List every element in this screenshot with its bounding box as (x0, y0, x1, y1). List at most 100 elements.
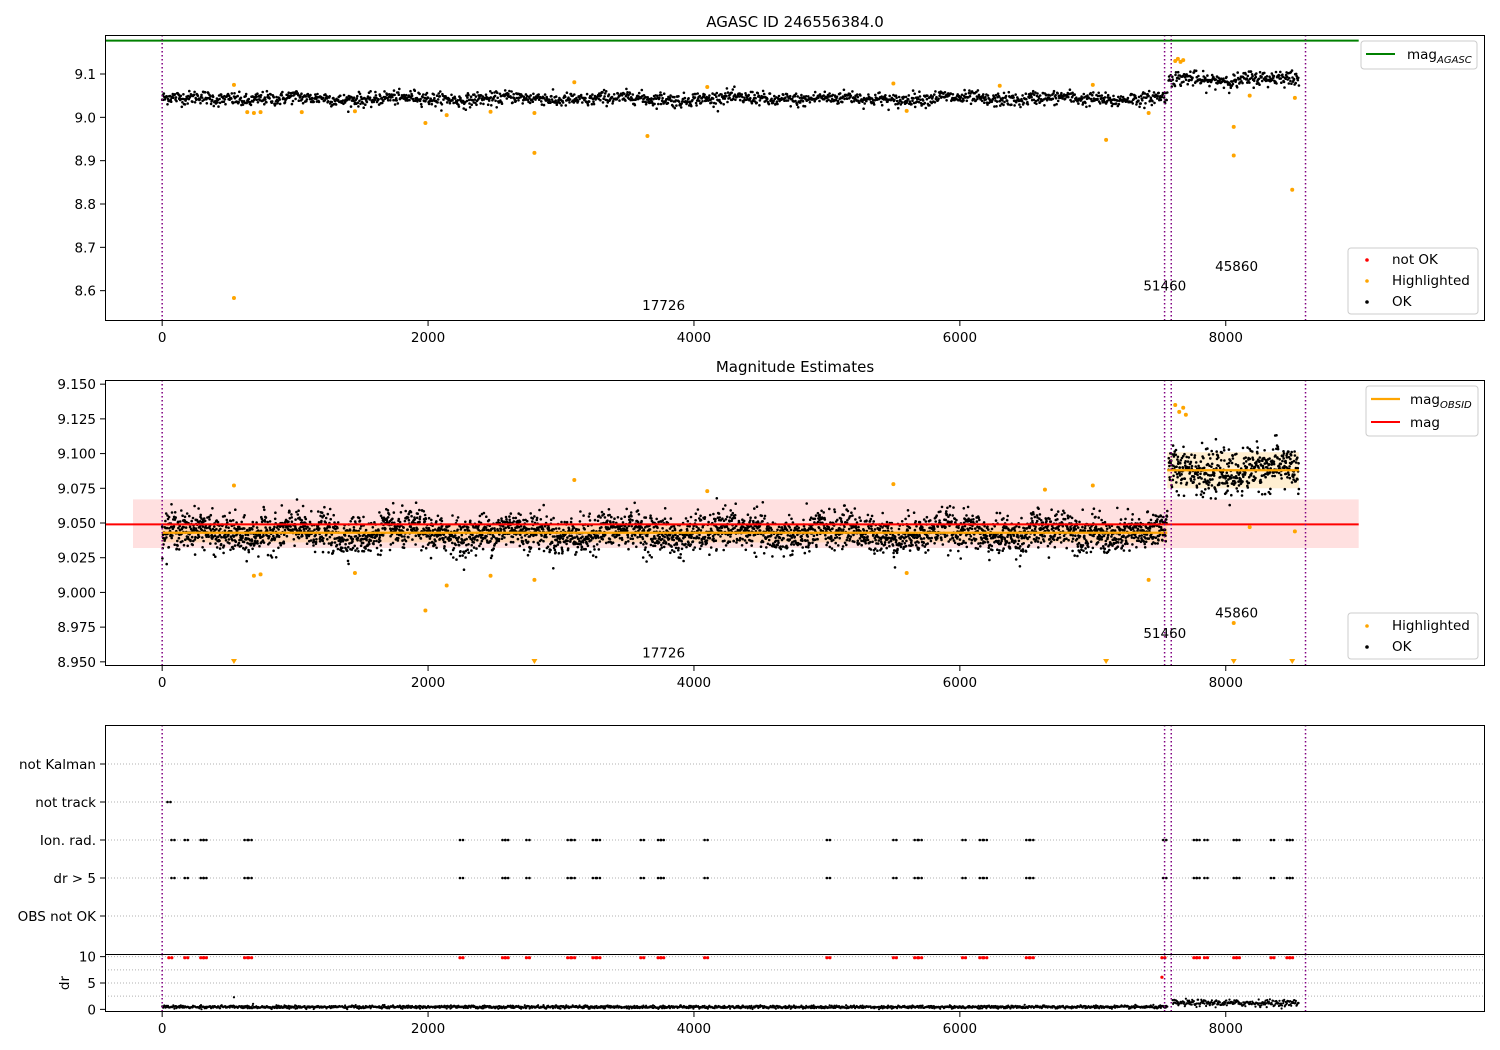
ok-point (855, 93, 859, 96)
ok-point (328, 95, 332, 98)
ok-point (479, 102, 483, 105)
ok-point (191, 100, 194, 104)
ok-point (462, 541, 466, 544)
ok-point (822, 511, 825, 514)
ok-point (697, 536, 701, 540)
ok-point (518, 544, 522, 548)
ok-point (263, 508, 266, 512)
ok-point (306, 525, 309, 529)
ok-point (233, 92, 236, 95)
ok-point (1147, 94, 1150, 98)
ok-point (209, 95, 212, 98)
ok-point (962, 99, 965, 102)
ok-point (897, 101, 900, 105)
ok-point (621, 521, 625, 524)
ok-point (1024, 92, 1028, 95)
ok-point (381, 534, 385, 537)
ok-point (254, 95, 258, 98)
ok-point (373, 96, 376, 99)
ok-point (433, 528, 437, 531)
ok-point (1283, 86, 1286, 89)
ok-point (323, 505, 326, 509)
ok-point (736, 538, 739, 542)
ok-point (1280, 81, 1283, 84)
ok-point (584, 97, 587, 100)
ok-point (266, 520, 270, 524)
ok-point (341, 546, 344, 550)
ok-point (414, 543, 417, 546)
ok-point (924, 106, 928, 110)
highlighted-point (1290, 187, 1295, 192)
ok-point (353, 544, 357, 548)
ok-point (885, 533, 888, 537)
ok-point (1279, 70, 1282, 74)
ok-point (934, 90, 937, 93)
ok-point (487, 99, 491, 102)
ok-point (188, 514, 191, 518)
highlighted-point (1231, 124, 1236, 129)
ok-point (220, 536, 223, 539)
ok-point (880, 547, 883, 550)
ok-point (416, 512, 420, 515)
ok-point (633, 501, 636, 505)
ok-point (346, 538, 349, 542)
ok-point (646, 550, 650, 554)
ok-point (193, 101, 197, 104)
ok-point (224, 525, 228, 529)
ok-point (713, 93, 717, 96)
ok-point (758, 104, 761, 107)
ok-point (715, 548, 718, 551)
ok-point (219, 542, 223, 546)
ok-point (227, 94, 231, 98)
ok-point (163, 98, 167, 101)
ok-point (627, 93, 630, 97)
ok-point (493, 527, 496, 530)
ok-point (409, 525, 413, 529)
ok-point (726, 91, 730, 94)
ok-point (603, 92, 607, 95)
ok-point (352, 96, 356, 99)
ok-point (429, 556, 433, 560)
ok-point (497, 537, 501, 541)
ok-point (430, 518, 433, 522)
ok-point (224, 539, 228, 542)
ok-point (492, 547, 496, 550)
ok-point (746, 513, 750, 516)
ok-point (179, 94, 183, 98)
ok-point (658, 535, 661, 539)
ok-point (473, 93, 476, 96)
ok-point (613, 517, 616, 520)
ok-point (753, 93, 756, 97)
ok-point (690, 535, 693, 538)
ok-point (587, 515, 591, 518)
ok-point (708, 94, 711, 97)
legend-marker-ok (1365, 300, 1369, 304)
ok-point (897, 527, 901, 531)
ok-point (761, 520, 764, 523)
ok-point (549, 101, 552, 104)
ok-point (481, 533, 484, 537)
ok-point (389, 543, 393, 546)
ok-point (663, 535, 666, 539)
ok-point (359, 95, 363, 99)
ok-point (1126, 96, 1130, 100)
ok-point (202, 517, 206, 520)
obsid-annotation: 45860 (1215, 259, 1258, 275)
ok-point (232, 101, 235, 104)
ok-point (189, 539, 192, 543)
ok-point (915, 100, 919, 103)
ok-point (553, 548, 557, 552)
ok-point (705, 541, 708, 545)
ok-point (794, 92, 798, 95)
ok-point (365, 100, 369, 104)
ok-point (763, 514, 767, 518)
ok-point (379, 544, 383, 547)
ok-point (866, 513, 870, 517)
ok-point (626, 535, 630, 539)
ok-point (884, 94, 887, 97)
ok-point (457, 105, 461, 108)
ok-point (1077, 102, 1080, 105)
ok-point (791, 553, 794, 556)
legend-label-ok: OK (1392, 294, 1413, 310)
ok-point (983, 101, 986, 104)
